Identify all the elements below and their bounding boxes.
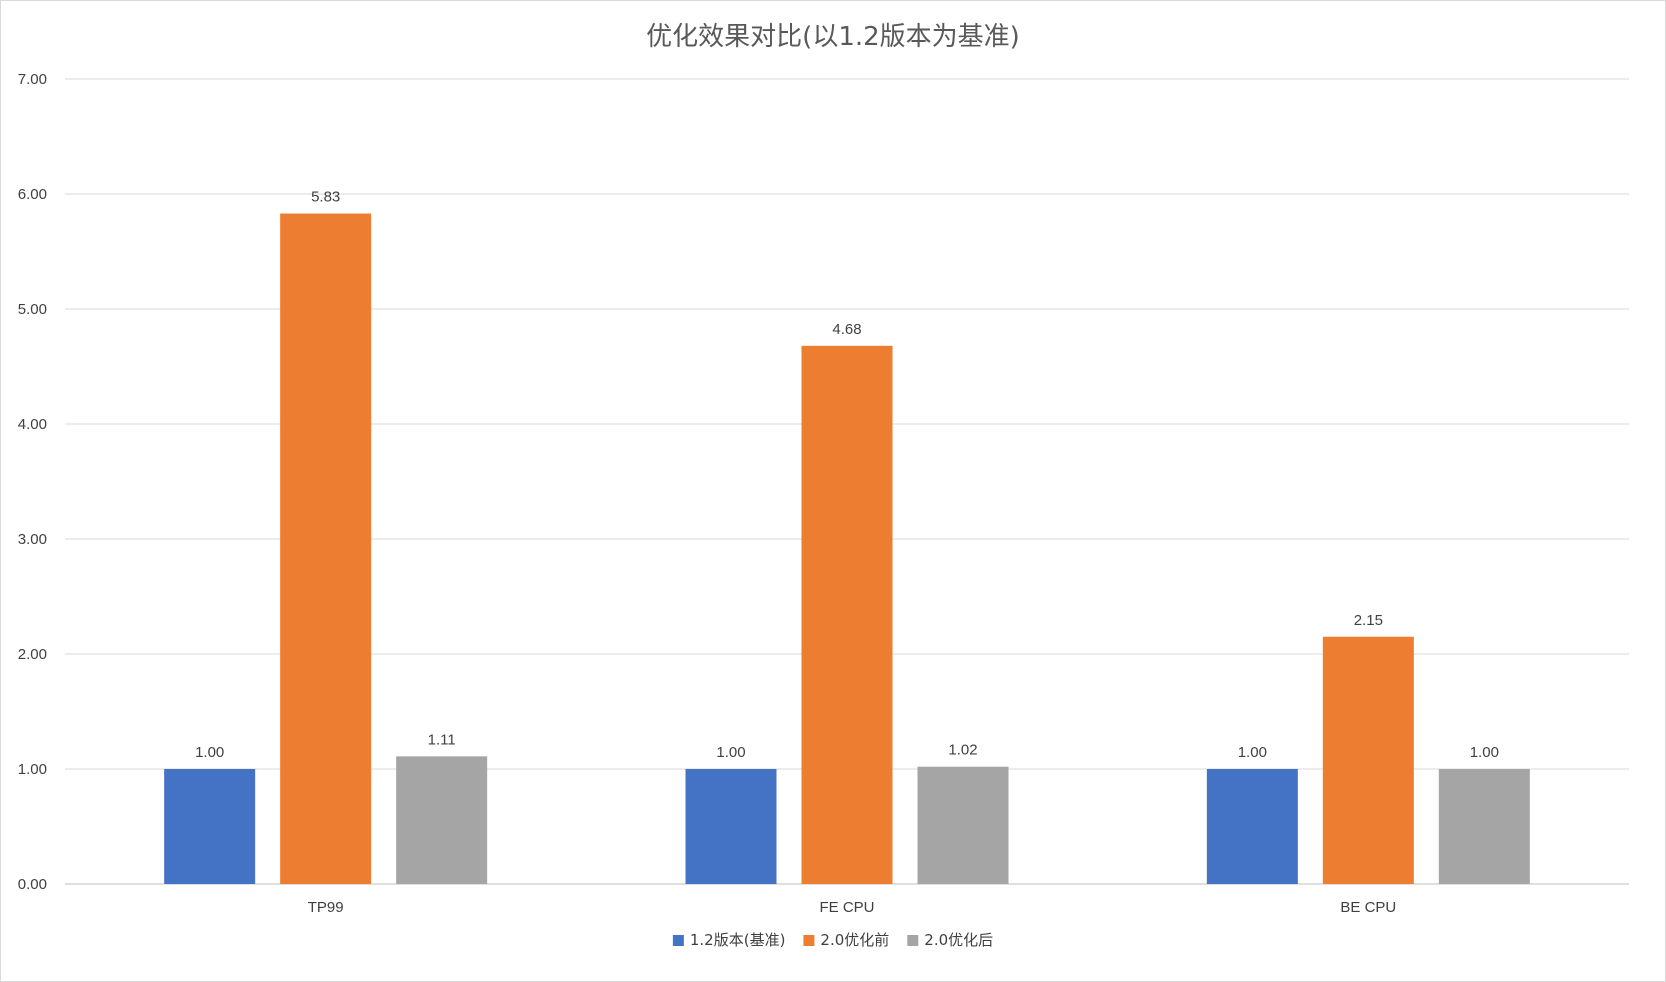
bar — [1322, 636, 1414, 884]
legend-label: 2.0优化后 — [924, 931, 993, 949]
bar — [1438, 769, 1530, 884]
y-tick-label: 1.00 — [18, 761, 47, 778]
legend: 1.2版本(基准) 2.0优化前 2.0优化后 — [672, 931, 993, 949]
y-tick-label: 2.00 — [18, 646, 47, 663]
legend-swatch — [907, 935, 919, 946]
y-tick-label: 3.00 — [18, 531, 47, 548]
y-axis-ticks: 0.00 1.00 2.00 3.00 4.00 5.00 6.00 7.00 — [18, 71, 47, 893]
data-label: 1.00 — [716, 744, 745, 761]
x-axis-categories: TP99 FE CPU BE CPU — [308, 899, 1397, 916]
data-label: 1.00 — [1238, 744, 1267, 761]
legend-label: 2.0优化前 — [820, 931, 889, 949]
data-label: 1.00 — [1470, 744, 1499, 761]
y-tick-label: 6.00 — [18, 186, 47, 203]
legend-swatch — [803, 935, 815, 946]
x-category-label: FE CPU — [819, 899, 874, 916]
legend-label: 1.2版本(基准) — [690, 931, 786, 949]
data-label: 1.02 — [948, 742, 977, 759]
y-tick-label: 5.00 — [18, 301, 47, 318]
y-tick-label: 4.00 — [18, 416, 47, 433]
x-category-label: BE CPU — [1340, 899, 1396, 916]
y-tick-label: 0.00 — [18, 876, 47, 893]
bar — [685, 769, 777, 884]
bar — [164, 769, 256, 884]
legend-swatch — [672, 935, 684, 946]
bars — [164, 213, 1530, 885]
data-labels: 1.00 5.83 1.11 1.00 4.68 1.02 1.00 2.15 1.00 — [195, 189, 1499, 761]
data-label: 5.83 — [311, 189, 340, 206]
data-label: 4.68 — [832, 321, 861, 338]
chart-title: 优化效果对比(以1.2版本为基准) — [646, 22, 1020, 52]
y-tick-label: 7.00 — [18, 71, 47, 88]
data-label: 2.15 — [1354, 612, 1383, 629]
bar — [917, 766, 1009, 884]
data-label: 1.00 — [195, 744, 224, 761]
data-label: 1.11 — [428, 731, 456, 748]
bar — [801, 345, 893, 884]
bar — [1206, 769, 1298, 884]
x-category-label: TP99 — [308, 899, 344, 916]
bar — [280, 213, 372, 885]
bar — [396, 756, 488, 884]
